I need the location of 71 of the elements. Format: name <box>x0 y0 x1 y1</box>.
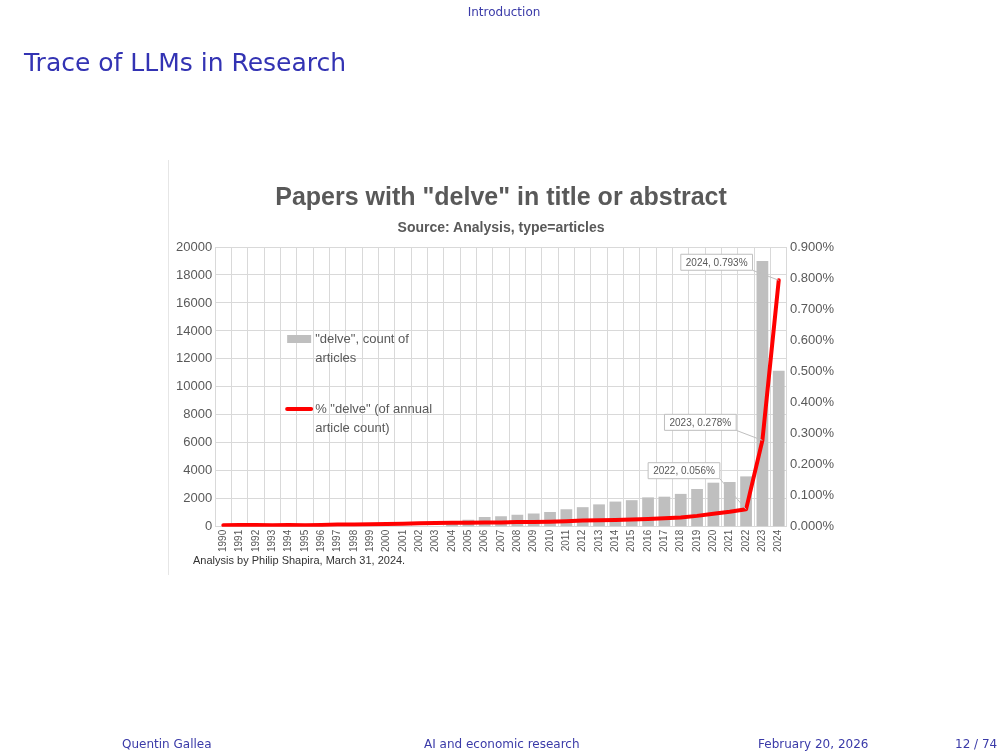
y2-tick-label: 0.300% <box>789 425 835 441</box>
y2-tick-label: 0.400% <box>789 394 835 409</box>
x-tick-label: 2015 <box>625 529 637 552</box>
x-tick-label: 1998 <box>347 529 359 552</box>
x-tick-label: 2020 <box>707 529 719 552</box>
x-tick-label: 2001 <box>396 529 408 552</box>
x-tick-label: 1993 <box>266 529 278 552</box>
x-tick-label: 2004 <box>445 529 457 552</box>
y-tick-label: 2000 <box>183 490 213 506</box>
y-tick-label: 20000 <box>175 238 213 254</box>
bar <box>772 370 785 527</box>
y-tick-label: 14000 <box>175 322 213 338</box>
y2-tick-label: 0.900% <box>789 238 835 254</box>
x-tick-label: 2005 <box>462 529 474 552</box>
x-tick-label: 1996 <box>315 529 327 552</box>
text: February 20, 2026 <box>758 737 869 751</box>
x-tick-label: 2021 <box>723 529 735 552</box>
x-tick-label: 1995 <box>298 529 310 552</box>
chart-title: Papers with "delve" in title or abstract <box>275 182 728 210</box>
x-tick-label: 2013 <box>592 529 604 552</box>
y2-tick-label: 0.700% <box>789 300 835 316</box>
x-tick-label: 2000 <box>380 529 392 552</box>
y2-tick-label: 0.600% <box>789 331 835 347</box>
x-tick-label: 2017 <box>658 529 670 552</box>
y-tick-label: 18000 <box>175 266 213 282</box>
text: 12 / 74 <box>955 737 998 751</box>
legend-label: "delve", count of articles <box>315 330 410 365</box>
x-tick-label: 2012 <box>576 529 588 552</box>
x-tick-label: 1994 <box>282 529 294 552</box>
x-tick-label: 2024 <box>772 529 784 552</box>
text: Quentin Gallea <box>122 737 212 751</box>
x-tick-label: 1990 <box>217 529 229 552</box>
y-tick-label: 16000 <box>175 294 213 310</box>
x-tick-label: 2016 <box>641 529 653 552</box>
x-tick-label: 2019 <box>690 529 702 552</box>
y-tick-label: 0 <box>204 518 213 534</box>
x-tick-label: 2023 <box>756 529 768 552</box>
data-label: 2023, 0.278% <box>669 416 732 428</box>
text: AI and economic research <box>424 737 580 751</box>
x-tick-label: 2003 <box>429 529 441 552</box>
x-tick-label: 2009 <box>527 529 539 552</box>
y2-tick-label: 0.500% <box>789 362 835 378</box>
x-tick-label: 2014 <box>609 529 621 552</box>
y2-tick-label: 0.100% <box>789 487 835 503</box>
x-tick-label: 1992 <box>249 529 261 552</box>
x-tick-label: 2022 <box>739 529 751 552</box>
y-tick-label: 10000 <box>175 378 213 394</box>
x-tick-label: 2002 <box>413 529 425 552</box>
y2-tick-label: 0.800% <box>789 269 835 285</box>
data-label: 2022, 0.056% <box>653 464 715 476</box>
text: Introduction <box>466 5 542 19</box>
y2-tick-label: 0.000% <box>789 518 835 534</box>
y-tick-label: 8000 <box>183 406 213 422</box>
data-label: 2024, 0.793% <box>685 256 748 268</box>
x-tick-label: 1999 <box>364 529 376 552</box>
x-tick-label: 2018 <box>674 529 686 552</box>
x-tick-label: 2011 <box>560 529 572 552</box>
x-tick-label: 2006 <box>478 529 490 552</box>
y-tick-label: 4000 <box>183 462 213 478</box>
text: Trace of LLMs in Research <box>24 48 347 77</box>
chart-subtitle: Source: Analysis, type=articles <box>397 219 605 235</box>
text: Analysis by Philip Shapira, March 31, 2024. <box>193 554 406 566</box>
y-tick-label: 12000 <box>175 350 213 366</box>
y-tick-label: 6000 <box>183 434 213 450</box>
x-tick-label: 2007 <box>494 529 506 552</box>
x-tick-label: 1997 <box>331 529 343 552</box>
y2-tick-label: 0.200% <box>789 456 835 472</box>
x-tick-label: 1991 <box>233 529 245 552</box>
x-tick-label: 2010 <box>543 529 555 552</box>
x-tick-label: 2008 <box>511 529 523 552</box>
legend-label: % "delve" (of annual article count) <box>315 400 433 435</box>
